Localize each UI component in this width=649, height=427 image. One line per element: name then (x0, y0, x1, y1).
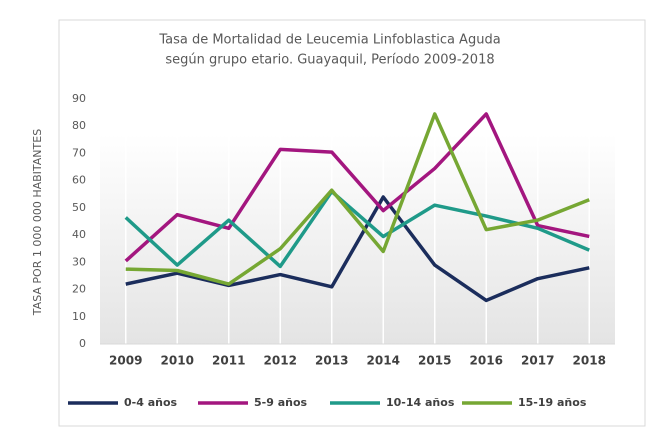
x-tick-label: 2013 (315, 354, 348, 368)
legend-label: 10-14 años (386, 396, 455, 409)
x-tick-label: 2010 (161, 354, 194, 368)
y-tick-label: 20 (72, 283, 86, 296)
y-tick-label: 30 (72, 255, 86, 268)
legend-label: 15-19 años (518, 396, 587, 409)
y-axis-label: TASA POR 1 000 000 HABITANTES (31, 129, 44, 316)
legend-label: 5-9 años (254, 396, 308, 409)
x-tick-label: 2009 (109, 354, 142, 368)
y-tick-label: 50 (72, 201, 86, 214)
series-line (124, 189, 590, 269)
x-tick-label: 2014 (367, 354, 400, 368)
x-tick-label: 2011 (212, 354, 245, 368)
x-tick-label: 2017 (521, 354, 554, 368)
y-tick-label: 0 (79, 337, 86, 350)
y-tick-label: 90 (72, 92, 86, 105)
x-tick-label: 2012 (264, 354, 297, 368)
series-line (125, 195, 590, 303)
y-tick-label: 10 (72, 310, 86, 323)
x-tick-label: 2016 (470, 354, 503, 368)
y-tick-label: 40 (72, 228, 86, 241)
y-tick-label: 70 (72, 146, 86, 159)
chart-title: Tasa de Mortalidad de Leucemia Linfoblas… (158, 33, 500, 48)
legend-label: 0-4 años (124, 396, 178, 409)
chart-title: según grupo etario. Guayaquil, Período 2… (165, 53, 494, 68)
series-line (125, 112, 590, 286)
y-tick-label: 60 (72, 174, 86, 187)
x-tick-label: 2015 (418, 354, 451, 368)
x-tick-label: 2018 (573, 354, 606, 368)
series-line (124, 112, 590, 263)
y-tick-label: 80 (72, 119, 86, 132)
